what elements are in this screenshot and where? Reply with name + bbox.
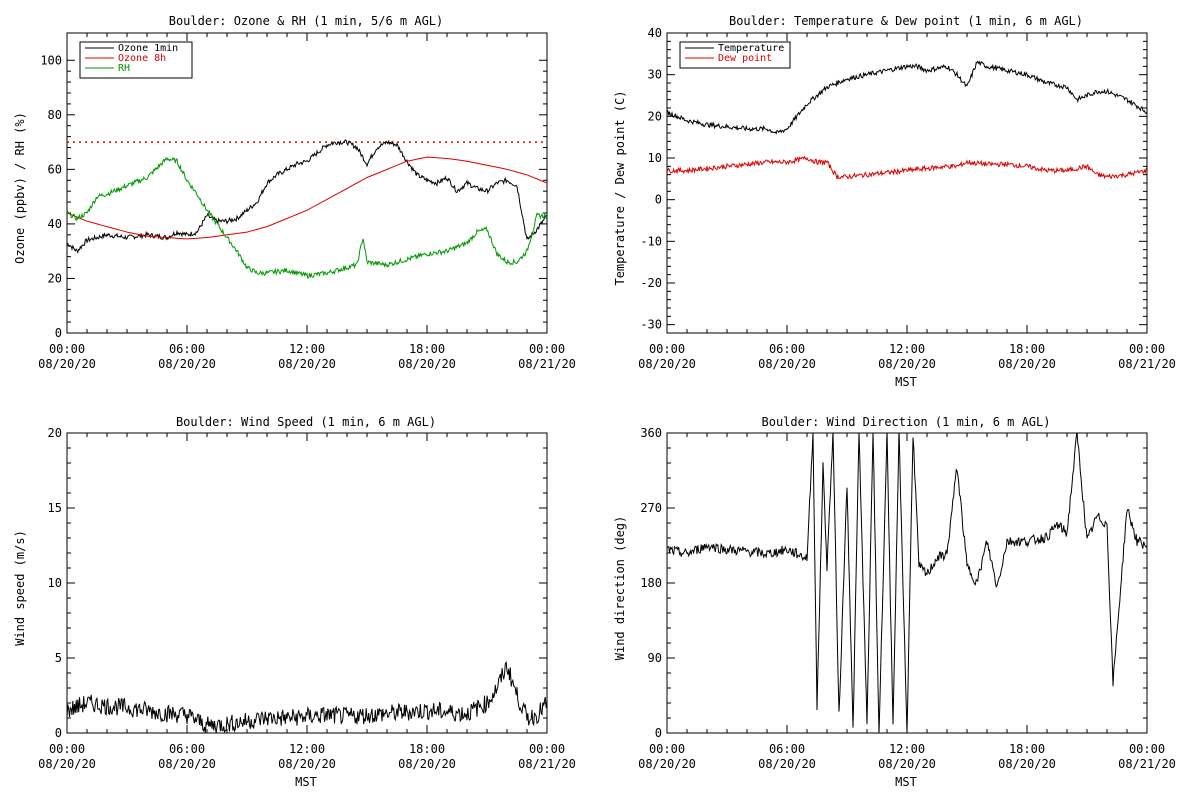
plot-frame [666, 432, 1148, 734]
y-tick-label: 270 [640, 501, 662, 515]
legend-label: RH [118, 63, 130, 74]
legend-label: Ozone 8h [118, 53, 166, 64]
legend-label: Temperature [718, 43, 784, 54]
y-tick-label: 20 [48, 271, 62, 285]
x-tick-date: 08/20/20 [38, 357, 96, 371]
x-tick-time: 12:00 [889, 742, 925, 756]
y-tick-label: 5 [55, 651, 62, 665]
x-tick-time: 00:00 [1129, 742, 1165, 756]
x-tick-date: 08/20/20 [638, 357, 696, 371]
x-tick-time: 06:00 [769, 742, 805, 756]
x-axis-label: MST [295, 775, 317, 789]
y-axis-label: Wind speed (m/s) [13, 530, 27, 646]
y-tick-label: 10 [648, 151, 662, 165]
y-tick-label: 360 [640, 426, 662, 440]
legend-box [679, 41, 791, 69]
x-tick-date: 08/20/20 [278, 357, 336, 371]
y-tick-label: 20 [48, 426, 62, 440]
y-tick-label: 60 [48, 162, 62, 176]
x-tick-time: 00:00 [649, 342, 685, 356]
y-tick-label: 30 [648, 68, 662, 82]
x-axis-label: MST [895, 375, 917, 389]
y-tick-label: -20 [640, 276, 662, 290]
x-tick-date: 08/20/20 [278, 757, 336, 771]
chart-title: Boulder: Temperature & Dew point (1 min,… [729, 14, 1083, 28]
x-tick-time: 00:00 [529, 742, 565, 756]
x-tick-date: 08/20/20 [398, 757, 456, 771]
series-line-temperature [667, 60, 1147, 135]
x-tick-date: 08/20/20 [638, 757, 696, 771]
y-tick-label: 90 [648, 651, 662, 665]
x-tick-date: 08/20/20 [398, 357, 456, 371]
x-tick-date: 08/20/20 [758, 757, 816, 771]
y-tick-label: -10 [640, 234, 662, 248]
y-tick-label: 40 [648, 26, 662, 40]
x-tick-date: 08/20/20 [998, 357, 1056, 371]
y-tick-label: 100 [40, 53, 62, 67]
x-tick-date: 08/20/20 [998, 757, 1056, 771]
y-tick-label: 180 [640, 576, 662, 590]
y-tick-label: 0 [655, 726, 662, 740]
x-tick-date: 08/21/20 [1118, 357, 1176, 371]
y-tick-label: 0 [55, 726, 62, 740]
x-tick-time: 00:00 [529, 342, 565, 356]
y-tick-label: -30 [640, 318, 662, 332]
series-line-data [667, 433, 1147, 733]
x-tick-time: 12:00 [889, 342, 925, 356]
y-axis-label: Wind direction (deg) [613, 516, 627, 661]
panel-temperature-dewpoint: Boulder: Temperature & Dew point (1 min,… [613, 14, 1176, 389]
y-tick-label: 0 [655, 193, 662, 207]
x-tick-time: 06:00 [169, 742, 205, 756]
series-line-ozone-8h [67, 156, 547, 240]
x-tick-time: 12:00 [289, 342, 325, 356]
y-axis-label: Temperature / Dew point (C) [613, 90, 627, 285]
x-tick-time: 18:00 [409, 342, 445, 356]
x-tick-time: 06:00 [769, 342, 805, 356]
x-tick-date: 08/20/20 [158, 357, 216, 371]
y-tick-label: 80 [48, 108, 62, 122]
panel-ozone-rh: Boulder: Ozone & RH (1 min, 5/6 m AGL) O… [13, 14, 576, 371]
series-line-rh [67, 156, 547, 279]
x-tick-date: 08/21/20 [518, 357, 576, 371]
y-tick-label: 20 [648, 109, 662, 123]
x-tick-date: 08/20/20 [878, 357, 936, 371]
x-tick-time: 18:00 [1009, 342, 1045, 356]
x-tick-date: 08/20/20 [158, 757, 216, 771]
x-tick-date: 08/20/20 [38, 757, 96, 771]
plot-frame [66, 432, 548, 734]
x-tick-time: 18:00 [409, 742, 445, 756]
x-tick-time: 00:00 [649, 742, 685, 756]
panel-wind-direction: Boulder: Wind Direction (1 min, 6 m AGL)… [613, 415, 1176, 789]
x-tick-time: 00:00 [49, 342, 85, 356]
chart-title: Boulder: Wind Speed (1 min, 6 m AGL) [176, 415, 436, 429]
x-tick-date: 08/20/20 [878, 757, 936, 771]
series-line-dew-point [667, 155, 1147, 180]
panel-wind-speed: Boulder: Wind Speed (1 min, 6 m AGL) Win… [13, 415, 576, 789]
y-axis-label: Ozone (ppbv) / RH (%) [13, 112, 27, 264]
x-tick-time: 12:00 [289, 742, 325, 756]
x-tick-date: 08/20/20 [758, 357, 816, 371]
chart-title: Boulder: Ozone & RH (1 min, 5/6 m AGL) [169, 14, 444, 28]
y-tick-label: 15 [48, 501, 62, 515]
x-tick-date: 08/21/20 [518, 757, 576, 771]
chart-title: Boulder: Wind Direction (1 min, 6 m AGL) [762, 415, 1051, 429]
y-tick-label: 40 [48, 217, 62, 231]
x-tick-time: 06:00 [169, 342, 205, 356]
series-line-data [67, 660, 547, 733]
legend-label: Dew point [718, 53, 772, 64]
legend-label: Ozone 1min [118, 43, 178, 54]
y-tick-label: 10 [48, 576, 62, 590]
plot-frame [666, 32, 1148, 334]
y-tick-label: 0 [55, 326, 62, 340]
series-line-ozone-1min [67, 139, 547, 254]
x-tick-date: 08/21/20 [1118, 757, 1176, 771]
x-tick-time: 18:00 [1009, 742, 1045, 756]
x-tick-time: 00:00 [49, 742, 85, 756]
x-axis-label: MST [895, 775, 917, 789]
x-tick-time: 00:00 [1129, 342, 1165, 356]
